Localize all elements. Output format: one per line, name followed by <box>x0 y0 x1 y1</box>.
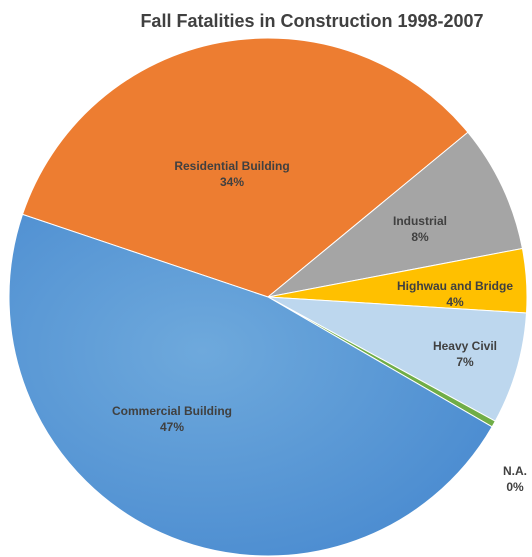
pie-slice <box>267 296 528 422</box>
slice-value-label: 4% <box>446 295 464 309</box>
pie-slice <box>8 213 493 557</box>
slice-value-label: 7% <box>456 355 474 369</box>
slice-label: N.A. <box>503 464 527 478</box>
pie-slice <box>21 37 469 298</box>
pie-slice <box>267 131 523 298</box>
slice-value-label: 8% <box>411 230 429 244</box>
slice-label: Industrial <box>393 214 447 228</box>
slice-label: Heavy Civil <box>433 339 497 353</box>
slice-value-label: 34% <box>220 175 244 189</box>
chart-title: Fall Fatalities in Construction 1998-200… <box>140 11 483 31</box>
slice-value-label: 0% <box>506 480 524 494</box>
slice-label: Highwau and Bridge <box>397 279 513 293</box>
slice-label: Residential Building <box>174 159 289 173</box>
slice-label: Commercial Building <box>112 404 232 418</box>
slice-value-label: 47% <box>160 420 184 434</box>
